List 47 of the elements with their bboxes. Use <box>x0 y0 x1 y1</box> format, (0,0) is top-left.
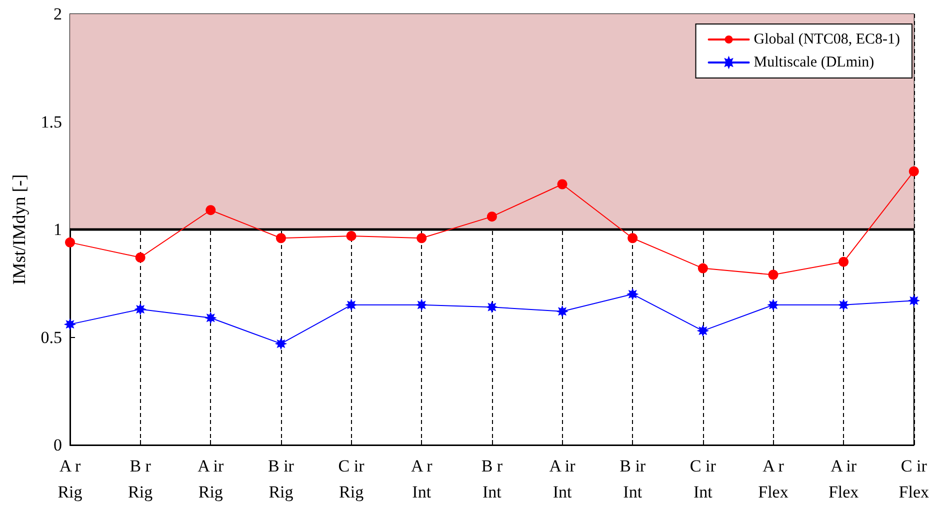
y-tick-label: 0 <box>54 436 62 454</box>
x-tick-label: A r Rig <box>58 456 83 502</box>
point <box>698 263 708 274</box>
point <box>838 300 849 310</box>
point <box>276 233 286 244</box>
point <box>276 338 286 349</box>
point <box>838 256 849 267</box>
point <box>557 179 568 190</box>
y-tick-label: 1 <box>54 220 62 239</box>
x-tick-label: B ir Rig <box>268 456 294 502</box>
point <box>486 302 498 312</box>
point <box>768 270 778 280</box>
point <box>486 212 497 222</box>
point <box>416 300 427 310</box>
y-tick-label: 0.5 <box>40 328 62 347</box>
point <box>628 233 638 244</box>
point <box>908 166 919 176</box>
point <box>206 312 216 323</box>
point <box>908 296 919 306</box>
point <box>346 300 356 310</box>
x-tick-label: A r Int <box>410 456 433 502</box>
point <box>135 304 146 314</box>
x-tick-label: C ir Rig <box>338 456 365 502</box>
legend-label: Multiscale (DLmin) <box>754 54 874 70</box>
x-tick-label: B ir Int <box>620 456 646 502</box>
point <box>768 300 778 310</box>
point <box>557 306 568 316</box>
y-tick-label: 2 <box>54 4 62 24</box>
point <box>627 289 638 300</box>
x-tick-label: C ir Int <box>690 456 716 502</box>
x-tick-label: A ir Flex <box>828 456 860 502</box>
point <box>65 237 75 248</box>
point <box>135 252 146 263</box>
y-axis-title: IMst/IMdyn [-] <box>9 174 29 285</box>
legend-label: Global (NTC08, EC8-1) <box>754 32 900 48</box>
x-tick-label: B r Int <box>481 456 503 502</box>
point <box>698 326 708 336</box>
x-tick-label: A ir Int <box>549 456 576 502</box>
x-tick-label: A r Flex <box>758 456 789 502</box>
point <box>64 319 76 330</box>
point <box>416 233 427 244</box>
point <box>346 230 356 241</box>
x-tick-label: A ir Rig <box>198 456 224 502</box>
x-tick-label: C ir Flex <box>898 456 930 502</box>
point <box>206 205 216 216</box>
x-tick-label: B r Rig <box>128 456 154 502</box>
y-tick-label: 1.5 <box>40 112 62 132</box>
